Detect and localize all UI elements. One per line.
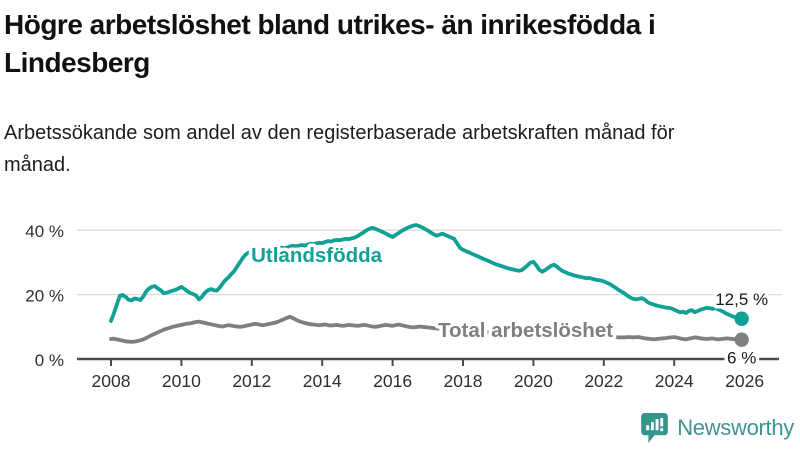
x-tick-label-2010: 2010 (162, 371, 201, 391)
x-tick-label-2026: 2026 (725, 371, 764, 391)
x-tick-label-2012: 2012 (232, 371, 271, 391)
brand-name: Newsworthy (677, 415, 794, 440)
total-arbetsloshet-end-dot (734, 332, 749, 347)
x-tick-label-2016: 2016 (373, 371, 412, 391)
x-tick-label-2018: 2018 (444, 371, 483, 391)
utlandsfodda-end-dot (734, 311, 749, 326)
chart-description: Arbetssökande som andel av den registerb… (4, 122, 675, 176)
utlandsfodda-line (109, 223, 744, 323)
y-tick-label-0: 0 % (35, 351, 64, 370)
total-arbetsloshet-line (109, 314, 744, 344)
total-arbetsloshet-end-label: 6 % (727, 349, 756, 368)
utlandsfodda-label: Utlandsfödda (251, 244, 383, 267)
bar-chart-speech-bubble-icon (641, 413, 669, 443)
x-tick-label-2020: 2020 (514, 371, 553, 391)
x-tick-label-2024: 2024 (655, 371, 694, 391)
x-tick-label-2014: 2014 (303, 371, 342, 391)
x-tick-label-2022: 2022 (584, 371, 623, 391)
x-tick-label-2008: 2008 (92, 371, 131, 391)
y-tick-label-40: 40 % (25, 222, 64, 241)
y-tick-label-20: 20 % (25, 287, 64, 306)
utlandsfodda-end-label: 12,5 % (715, 290, 768, 309)
newsworthy-logo: Newsworthy (641, 413, 794, 443)
total-arbetsloshet-label: Total arbetslöshet (438, 319, 613, 342)
page-title: Högre arbetslöshet bland utrikes- än inr… (4, 9, 656, 78)
